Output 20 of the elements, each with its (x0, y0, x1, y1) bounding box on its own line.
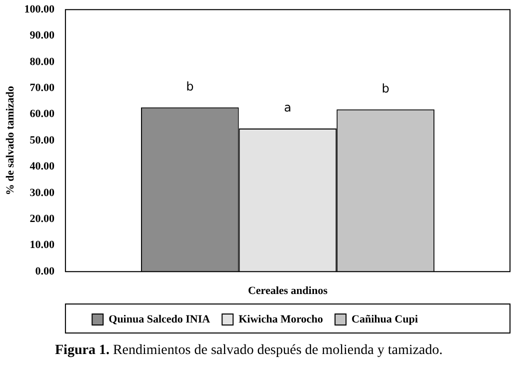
legend-label: Kiwicha Morocho (238, 313, 324, 326)
y-axis-title: % de salvado tamizado (4, 86, 16, 196)
data-label: b (382, 82, 390, 96)
y-tick-label: 50.00 (30, 134, 55, 146)
y-tick-label: 30.00 (30, 186, 55, 199)
y-tick-label: 90.00 (30, 30, 55, 42)
x-axis-title: Cereales andinos (248, 285, 328, 298)
legend-label: Quinua Salcedo INIA (108, 313, 210, 326)
y-tick-label: 80.00 (30, 56, 55, 68)
data-label: b (186, 79, 194, 94)
y-tick-label: 100.00 (24, 3, 55, 16)
legend-label: Cañihua Cupi (352, 313, 418, 326)
y-tick-label: 10.00 (30, 239, 55, 252)
y-tick-label: 0.00 (35, 265, 55, 278)
data-label: a (284, 100, 292, 115)
y-tick-label: 40.00 (30, 160, 55, 173)
y-tick-label: 20.00 (30, 213, 55, 226)
text: Figura 1. Rendimientos de salvado después de molienda y tamizado. (55, 343, 444, 359)
y-tick-label: 60.00 (30, 108, 55, 120)
y-tick-label: 70.00 (30, 82, 55, 94)
